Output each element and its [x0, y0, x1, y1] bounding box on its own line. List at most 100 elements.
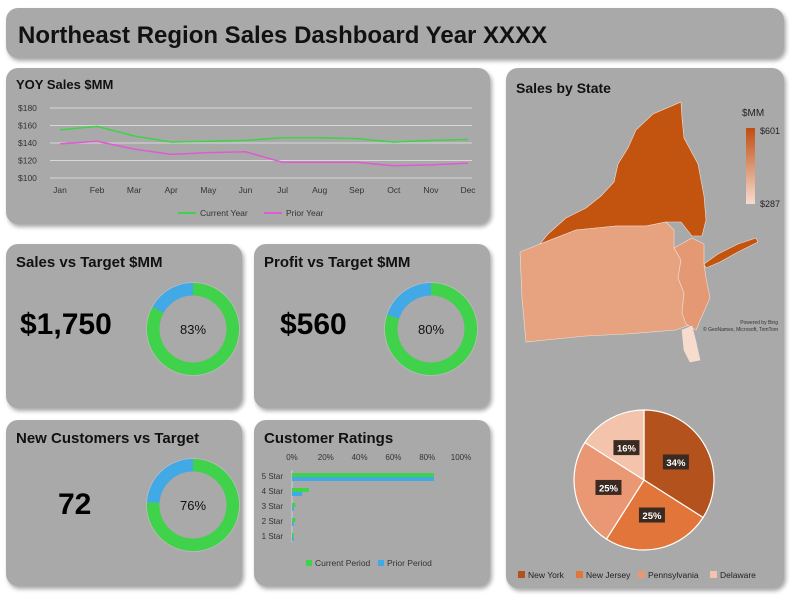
map-legend-max: $601: [760, 126, 781, 136]
ratings-bar-0: [292, 503, 296, 507]
ratings-bar-1: [292, 537, 294, 541]
state-pie-legend-swatch: [518, 571, 525, 578]
ratings-bar-0: [292, 518, 296, 522]
state-pie-legend-label: Pennsylvania: [648, 570, 699, 580]
sales-donut-pct-label: 83%: [180, 322, 206, 337]
yoy-xtick-label: Jul: [277, 185, 288, 195]
yoy-ytick-label: $140: [18, 138, 37, 148]
state-pie-legend-label: New York: [528, 570, 565, 580]
customer-ratings-bar-chart: 0% 20% 40% 60% 80% 100% 5 Star 4 Star 3 Star 2 St…: [262, 453, 472, 568]
yoy-sales-card: YOY Sales $MM $180 $160 $140 $120 $100 Jan Feb…: [6, 68, 490, 224]
ratings-bar-1: [292, 492, 303, 496]
header-card: Northeast Region Sales Dashboard Year XX…: [6, 8, 784, 58]
ratings-xtick-label: 60%: [385, 453, 401, 462]
ratings-category-label: 1 Star: [262, 532, 284, 541]
sales-vs-target-title: Sales vs Target $MM: [16, 254, 163, 271]
state-pie-legend-label: Delaware: [720, 570, 756, 580]
yoy-xtick-label: Apr: [165, 185, 178, 195]
sales-vs-target-card: Sales vs Target $MM $1,750 83%: [6, 244, 242, 408]
ratings-xtick-label: 40%: [352, 453, 368, 462]
yoy-series-line-0: [59, 125, 469, 143]
sales-donut-segment-remaining: [152, 282, 194, 314]
state-pie-legend-swatch: [638, 571, 645, 578]
profit-vs-target-card: Profit vs Target $MM $560 80%: [254, 244, 490, 408]
yoy-xtick-label: May: [200, 185, 217, 195]
customers-donut-segment-remaining: [146, 458, 194, 504]
new-customers-value: 72: [58, 488, 92, 521]
yoy-xtick-label: Dec: [460, 185, 476, 195]
sales-donut-segment-achieved: [146, 282, 240, 376]
new-customers-card: New Customers vs Target 72 76%: [6, 420, 242, 586]
yoy-xtick-label: Sep: [349, 185, 364, 195]
sales-by-state-title: Sales by State: [516, 80, 611, 96]
ratings-bar-0: [292, 473, 434, 477]
map-legend-min: $287: [760, 199, 781, 209]
ratings-category-label: 4 Star: [262, 487, 284, 496]
dashboard-title: Northeast Region Sales Dashboard Year XX…: [18, 22, 548, 49]
yoy-xtick-label: Jun: [239, 185, 253, 195]
state-pie-label: 16%: [617, 444, 637, 455]
ratings-bar-0: [292, 488, 309, 492]
map-legend-unit: $MM: [742, 108, 765, 119]
map-new-york: [539, 101, 707, 245]
map-long-island: [703, 237, 759, 269]
state-pie-label: 25%: [642, 511, 662, 522]
profit-donut-segment-achieved: [384, 282, 478, 376]
yoy-ytick-label: $120: [18, 156, 37, 166]
yoy-ytick-label: $160: [18, 121, 37, 131]
yoy-ytick-label: $100: [18, 173, 37, 183]
yoy-sales-title: YOY Sales $MM: [16, 77, 114, 92]
new-customers-title: New Customers vs Target: [16, 430, 200, 447]
state-pie-label: 34%: [666, 458, 686, 469]
ratings-bar-1: [292, 507, 294, 511]
ratings-legend-label: Prior Period: [387, 558, 432, 568]
customer-ratings-card: Customer Ratings 0% 20% 40% 60% 80% 100% 5 Sta…: [254, 420, 490, 586]
state-pie-label-box: [613, 440, 640, 456]
profit-donut-pct-label: 80%: [418, 322, 444, 337]
ratings-legend-swatch: [378, 560, 384, 566]
ratings-xtick-label: 100%: [451, 453, 471, 462]
sales-by-state-card: Sales by State Powered by Bing © GeoName…: [506, 68, 784, 588]
ratings-xtick-label: 80%: [419, 453, 435, 462]
state-pie-legend-swatch: [576, 571, 583, 578]
sales-donut-chart: 83%: [146, 282, 240, 376]
profit-value: $560: [280, 308, 347, 341]
profit-donut-chart: 80%: [384, 282, 478, 376]
yoy-xtick-label: Oct: [387, 185, 401, 195]
map-new-jersey: [673, 237, 711, 331]
customers-donut-pct-label: 76%: [180, 498, 206, 513]
ratings-xtick-label: 20%: [318, 453, 334, 462]
northeast-state-map: Powered by Bing © GeoNames, Microsoft, T…: [519, 101, 778, 363]
ratings-bar-1: [292, 522, 294, 526]
yoy-xtick-label: Aug: [312, 185, 327, 195]
customers-donut-segment-achieved: [146, 458, 240, 552]
ratings-legend-label: Current Period: [315, 558, 371, 568]
map-legend-gradient: [746, 128, 755, 204]
profit-vs-target-title: Profit vs Target $MM: [264, 254, 411, 271]
ratings-xtick-label: 0%: [286, 453, 298, 462]
map-credit-1: Powered by Bing: [740, 320, 778, 326]
yoy-legend-label: Prior Year: [286, 208, 323, 218]
yoy-sales-line-chart: $180 $160 $140 $120 $100 Jan Feb Mar Apr May Jun Ju…: [18, 103, 476, 218]
sales-by-state-pie-chart: 34% 25% 25% 16% New York New Jersey Pennsylvan…: [518, 409, 756, 580]
ratings-category-label: 5 Star: [262, 472, 284, 481]
customers-donut-outline: [146, 458, 240, 552]
map-delaware: [681, 325, 701, 363]
state-pie-legend-label: New Jersey: [586, 570, 631, 580]
yoy-xtick-label: Feb: [90, 185, 105, 195]
state-pie-label-box: [662, 454, 689, 470]
profit-donut-segment-remaining: [386, 282, 432, 319]
yoy-xtick-label: Mar: [127, 185, 142, 195]
yoy-xtick-label: Nov: [423, 185, 439, 195]
map-credit-2: © GeoNames, Microsoft, TomTom: [703, 326, 778, 333]
sales-value: $1,750: [20, 308, 112, 341]
new-customers-donut-chart: 76%: [146, 458, 240, 552]
yoy-series-line-1: [59, 140, 469, 167]
ratings-bar-0: [292, 533, 294, 537]
state-pie-label-box: [595, 479, 622, 495]
ratings-category-label: 2 Star: [262, 517, 284, 526]
sales-donut-outline: [146, 282, 240, 376]
yoy-ytick-label: $180: [18, 103, 37, 113]
yoy-legend-label: Current Year: [200, 208, 248, 218]
state-pie-legend-swatch: [710, 571, 717, 578]
